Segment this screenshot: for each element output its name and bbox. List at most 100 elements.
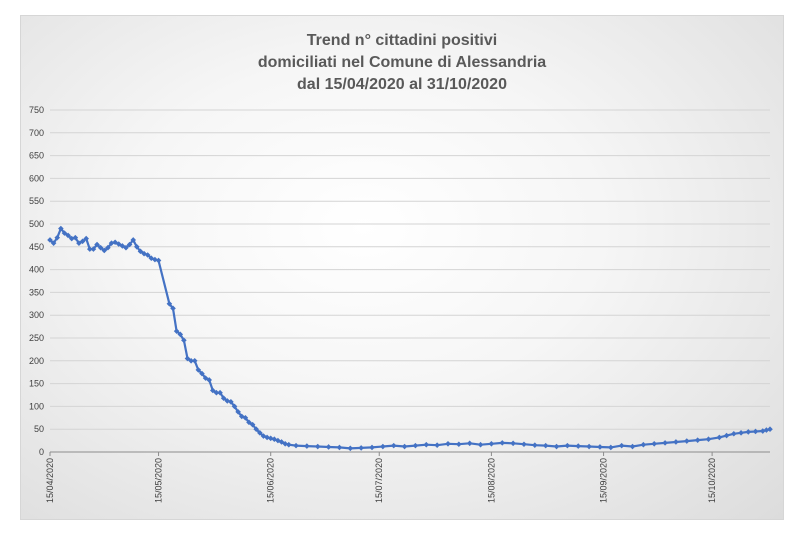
data-point <box>148 255 155 261</box>
data-point <box>235 409 241 415</box>
data-point <box>553 443 560 450</box>
chart-title-line-1: Trend n° cittadini positivi <box>306 32 498 49</box>
data-point <box>61 230 68 236</box>
data-point <box>79 238 86 245</box>
data-point <box>54 234 61 241</box>
data-point <box>50 240 57 246</box>
data-point <box>369 444 375 451</box>
data-point <box>325 444 332 450</box>
data-point <box>278 439 285 445</box>
data-point <box>206 377 212 383</box>
data-point <box>94 241 100 248</box>
data-point <box>101 247 108 254</box>
data-point <box>488 440 495 447</box>
chart-title-line-3: dal 15/04/2020 al 31/10/2020 <box>297 76 507 93</box>
data-point <box>130 237 137 243</box>
data-point <box>673 439 679 445</box>
data-point <box>683 438 690 444</box>
data-point <box>586 443 592 450</box>
data-point <box>651 440 658 447</box>
data-point <box>314 443 321 450</box>
data-point <box>285 441 292 448</box>
data-point <box>181 337 187 344</box>
y-tick-label: 50 <box>34 424 44 434</box>
data-point <box>293 442 299 449</box>
x-tick-label: 15/09/2020 <box>599 458 609 503</box>
data-point <box>618 442 625 449</box>
data-point <box>155 257 162 264</box>
data-point <box>575 443 582 449</box>
data-point <box>202 375 209 381</box>
data-point <box>380 443 386 450</box>
chart-title-line-2: domiciliati nel Comune di Alessandria <box>257 54 547 71</box>
y-tick-label: 150 <box>29 379 44 389</box>
data-point <box>640 441 647 448</box>
data-point <box>423 441 430 448</box>
data-point <box>170 305 176 312</box>
data-point <box>123 244 129 251</box>
data-point <box>358 445 364 451</box>
data-point <box>752 428 759 435</box>
data-point <box>723 432 730 439</box>
y-tick-label: 750 <box>29 105 44 115</box>
data-point <box>249 421 256 428</box>
data-point <box>445 440 451 447</box>
data-point <box>629 443 636 450</box>
data-point <box>220 395 227 401</box>
data-point <box>271 436 278 443</box>
y-tick-label: 300 <box>29 310 44 320</box>
chart-frame: Trend n° cittadini positivi domiciliati … <box>20 15 784 520</box>
data-point <box>126 241 133 248</box>
data-point <box>152 256 158 263</box>
data-point <box>716 434 723 441</box>
y-tick-label: 100 <box>29 401 44 411</box>
data-point <box>456 441 462 448</box>
x-tick-label: 15/04/2020 <box>45 458 55 503</box>
data-point <box>336 444 343 451</box>
data-point <box>477 441 484 448</box>
data-point <box>694 437 701 443</box>
data-point <box>731 430 737 437</box>
data-point <box>166 301 173 307</box>
data-point <box>217 389 223 396</box>
data-point <box>238 413 245 420</box>
data-point <box>705 436 712 443</box>
data-point <box>738 430 744 436</box>
data-point <box>434 442 440 448</box>
data-point <box>242 415 249 421</box>
data-point <box>745 429 752 435</box>
y-tick-label: 200 <box>29 356 44 366</box>
data-point <box>264 434 270 441</box>
data-point <box>662 440 668 446</box>
data-point <box>390 442 397 449</box>
y-tick-label: 350 <box>29 287 44 297</box>
data-point <box>72 234 79 241</box>
data-point <box>86 246 93 252</box>
data-point <box>401 443 408 450</box>
y-tick-label: 500 <box>29 219 44 229</box>
data-point <box>210 387 216 394</box>
chart-title: Trend n° cittadini positivi domiciliati … <box>21 30 783 96</box>
data-point <box>608 444 614 451</box>
y-tick-label: 650 <box>29 151 44 161</box>
data-point <box>767 426 773 432</box>
data-point <box>173 328 180 334</box>
x-tick-label: 15/05/2020 <box>154 458 164 503</box>
data-point <box>213 389 220 396</box>
data-point <box>246 419 252 426</box>
data-point <box>257 430 263 436</box>
y-tick-label: 600 <box>29 173 44 183</box>
x-tick-label: 15/07/2020 <box>374 458 384 503</box>
data-point <box>141 250 147 257</box>
x-tick-label: 15/10/2020 <box>707 458 717 503</box>
data-point <box>521 441 527 448</box>
data-point <box>228 399 234 405</box>
x-tick-label: 15/08/2020 <box>486 458 496 503</box>
data-point <box>90 246 97 252</box>
data-point <box>510 440 516 447</box>
data-point <box>195 367 202 373</box>
data-point <box>65 232 71 239</box>
data-point <box>499 440 506 446</box>
data-point <box>105 244 111 251</box>
